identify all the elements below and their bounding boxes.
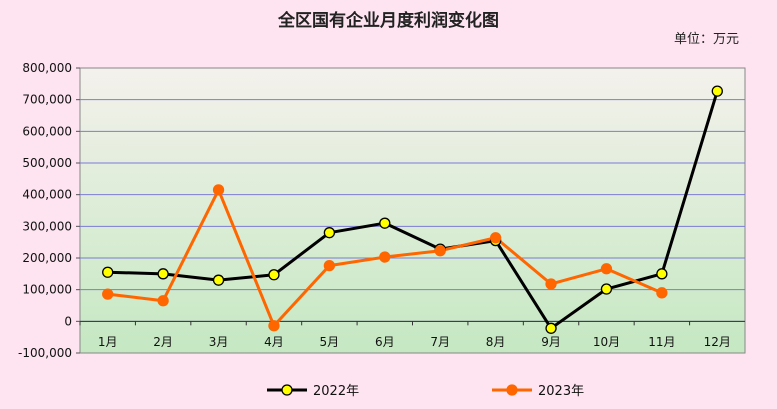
x-tick-label: 6月 [375, 335, 395, 349]
data-point [545, 278, 557, 290]
y-tick-label: 500,000 [22, 156, 72, 170]
data-point [434, 245, 446, 257]
x-tick-label: 8月 [486, 335, 506, 349]
x-tick-label: 11月 [648, 335, 675, 349]
data-point [268, 269, 280, 281]
data-point [489, 232, 502, 244]
x-tick-label: 7月 [430, 335, 450, 349]
y-tick-label: 600,000 [22, 124, 72, 138]
x-tick-label: 10月 [593, 335, 620, 349]
x-tick-label: 1月 [98, 335, 118, 349]
data-point [656, 268, 668, 280]
data-point [268, 320, 280, 332]
y-tick-label: -100,000 [18, 346, 72, 360]
x-tick-label: 2月 [153, 335, 173, 349]
data-point [656, 287, 668, 299]
x-tick-label: 9月 [541, 335, 561, 349]
y-tick-label: 400,000 [22, 188, 72, 202]
data-point [102, 266, 114, 278]
y-tick-label: 200,000 [22, 251, 72, 265]
data-point [212, 184, 225, 196]
legend-marker [281, 384, 293, 396]
chart-title: 全区国有企业月度利润变化图 [278, 11, 499, 31]
data-point [379, 217, 391, 229]
legend-marker [506, 384, 518, 396]
data-point [379, 251, 391, 263]
plot-area [79, 67, 746, 354]
data-point [323, 227, 336, 239]
x-tick-label: 4月 [264, 335, 284, 349]
x-tick-label: 3月 [209, 335, 229, 349]
data-point [545, 322, 557, 334]
data-point [157, 268, 169, 280]
data-point [600, 263, 613, 275]
data-point [323, 259, 336, 272]
data-point [600, 283, 613, 295]
x-tick-label: 12月 [704, 335, 731, 349]
x-tick-label: 5月 [320, 335, 340, 349]
data-point [711, 85, 723, 97]
legend-label: 2022年 [313, 384, 359, 399]
series-line-1 [107, 90, 719, 330]
y-tick-label: 300,000 [22, 219, 72, 233]
data-point [157, 295, 169, 307]
legend-label: 2023年 [538, 384, 584, 399]
data-point [102, 288, 114, 300]
data-point [212, 274, 225, 286]
y-tick-label: 0 [64, 314, 72, 328]
y-tick-label: 800,000 [22, 61, 72, 75]
unit-label: 单位：万元 [673, 32, 739, 47]
y-tick-label: 700,000 [22, 93, 72, 107]
y-tick-label: 100,000 [22, 283, 72, 297]
